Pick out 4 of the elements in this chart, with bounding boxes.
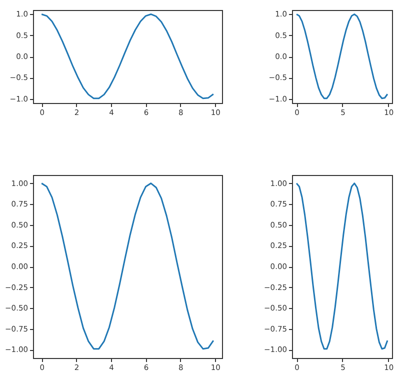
line-series bbox=[40, 182, 214, 350]
line-series bbox=[296, 13, 388, 100]
line-series bbox=[296, 182, 388, 350]
line-series bbox=[40, 13, 214, 100]
